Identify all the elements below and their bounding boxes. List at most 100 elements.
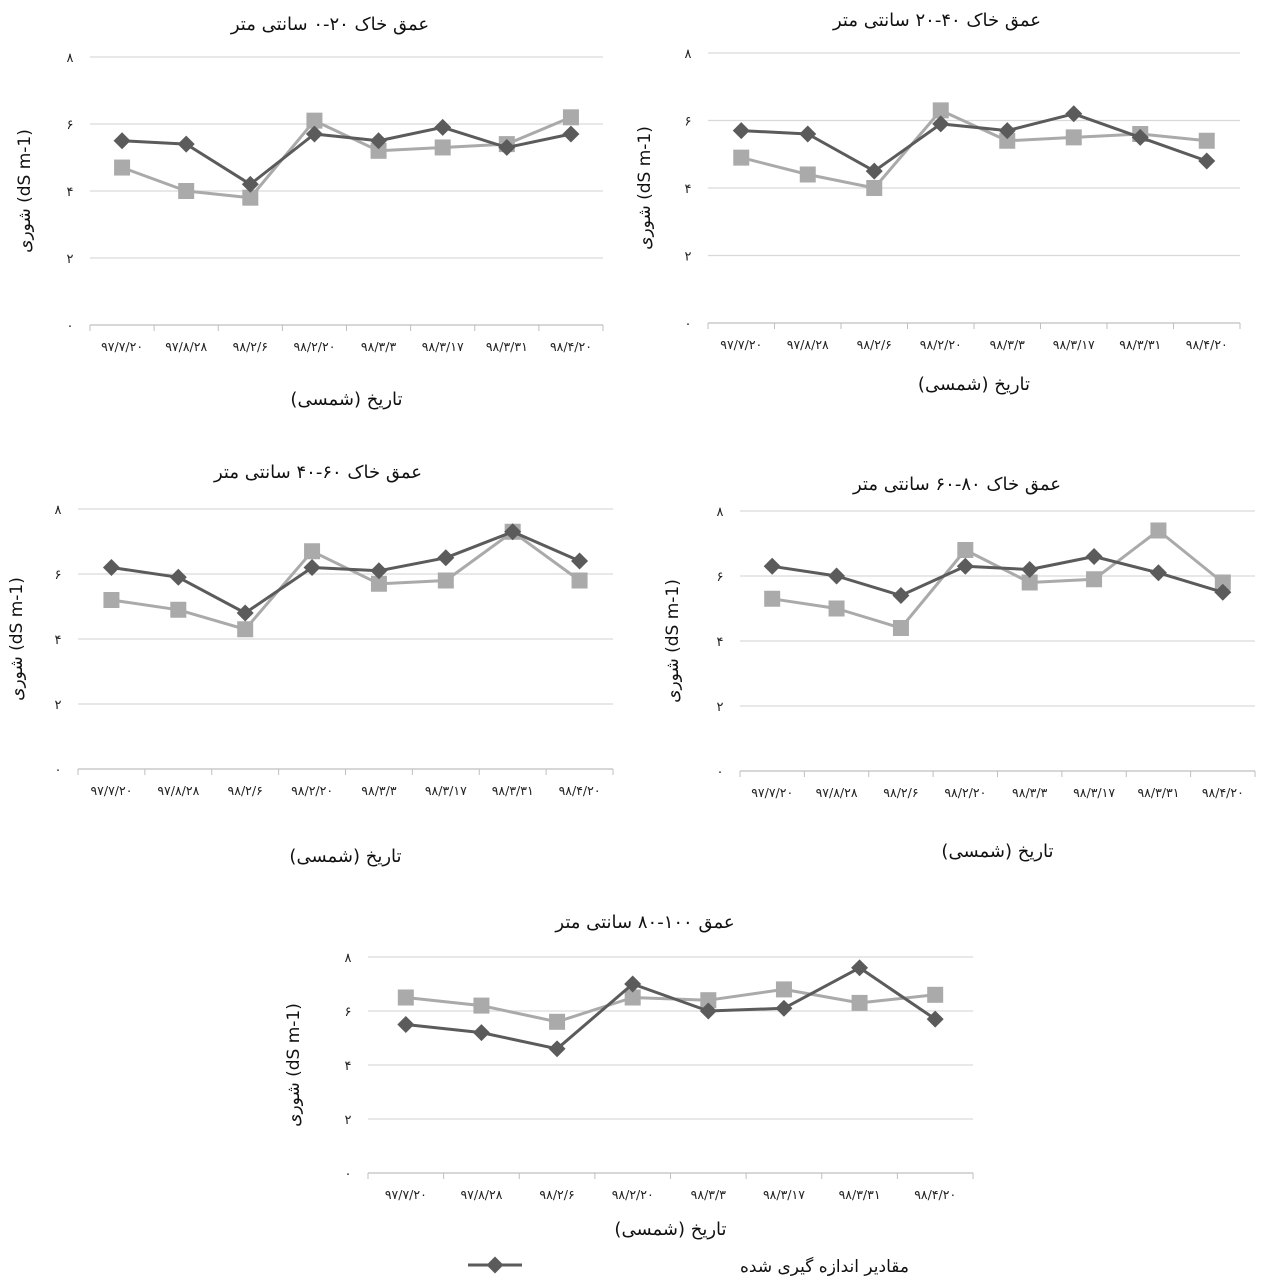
secondary-point <box>370 575 387 592</box>
chart-panel-2: ۰ ۲ ۴ ۶ ۸ ۹۷/۷/۲۰ ۹۷/۸/۲۸ ۹۸/۲/۶ ۹۸/۲/۲۰ ۹۸/۳/۳ ۹۸… <box>635 10 1241 395</box>
secondary-point <box>1214 574 1231 591</box>
secondary-point <box>927 986 944 1003</box>
measured-point <box>370 562 388 580</box>
x-tick-label: ۹۸/۲/۲۰ <box>291 783 333 798</box>
x-tick-label: ۹۸/۴/۲۰ <box>1186 337 1228 352</box>
chart-panel-4: ۰ ۲ ۴ ۶ ۸ ۹۷/۷/۲۰ ۹۷/۸/۲۸ ۹۸/۲/۶ ۹۸/۲/۲۰ ۹۸/۳/۳ ۹۸… <box>663 474 1256 862</box>
legend-measured-marker <box>486 1256 504 1274</box>
measured-point <box>504 523 522 541</box>
secondary-point <box>866 180 883 196</box>
x-tick-label: ۹۸/۴/۲۰ <box>550 339 592 354</box>
measured-point <box>699 1002 717 1020</box>
y-tick-label: ۴ <box>717 635 724 650</box>
x-tick-label: ۹۸/۳/۳ <box>361 783 397 798</box>
x-tick-label: ۹۸/۴/۲۰ <box>559 783 601 798</box>
y-tick-label: ۰ <box>345 1167 352 1182</box>
y-tick-label: ۰ <box>717 765 724 780</box>
measured-point <box>498 138 516 156</box>
x-tick-label: ۹۸/۳/۳۱ <box>839 1187 881 1202</box>
measured-point <box>775 999 793 1017</box>
chart-title: عمق ۱۰۰-۸۰ سانتی متر <box>554 912 734 933</box>
y-tick-label: ۶ <box>345 1005 352 1020</box>
secondary-point <box>562 109 579 126</box>
measured-point <box>851 959 869 977</box>
x-tick-label: ۹۸/۳/۳۱ <box>1119 337 1161 352</box>
y-tick-label: ۰ <box>67 319 74 334</box>
y-tick-label: ۶ <box>685 115 692 130</box>
x-tick-label: ۹۷/۷/۲۰ <box>751 785 793 800</box>
secondary-series-line <box>771 529 1224 630</box>
measured-point <box>370 132 388 150</box>
measured-point <box>732 122 750 140</box>
measured-point <box>1149 564 1167 582</box>
x-tick-label: ۹۸/۴/۲۰ <box>914 1187 956 1202</box>
secondary-point <box>549 1013 566 1030</box>
measured-point <box>102 559 120 576</box>
measured-point <box>624 975 642 993</box>
y-tick-label: ۸ <box>685 47 692 62</box>
chart-panel-3: ۰ ۲ ۴ ۶ ۸ ۹۷/۷/۲۰ ۹۷/۸/۲۸ ۹۸/۲/۶ ۹۸/۲/۲۰ ۹۸/۳/۳ ۹۸… <box>7 462 614 867</box>
y-tick-label: ۰ <box>55 763 62 778</box>
measured-point <box>1021 561 1039 578</box>
measured-point <box>437 549 455 567</box>
chart-panel-1: ۰ ۲ ۴ ۶ ۸ ۹۷/۷/۲۰ ۹۷/۸/۲۸ ۹۸/۲/۶ ۹۸/۲/۲۰ ۹۸/۳/۳ ۹۸… <box>15 14 604 410</box>
measured-point <box>241 175 259 193</box>
x-tick-label: ۹۸/۲/۲۰ <box>944 785 986 800</box>
measured-series-line <box>741 112 1208 173</box>
chart-title: عمق خاک ۲۰-۰ سانتی متر <box>230 14 429 35</box>
measured-point <box>1198 152 1216 170</box>
y-axis-label: شوری (dS m-1) <box>663 579 683 703</box>
measured-point <box>571 552 589 570</box>
secondary-point <box>775 981 792 998</box>
chart-title: عمق خاک ۴۰-۲۰ سانتی متر <box>832 10 1041 31</box>
secondary-point <box>624 989 641 1006</box>
secondary-series-line <box>111 530 581 631</box>
secondary-point <box>1021 574 1038 591</box>
secondary-point <box>306 112 323 129</box>
y-tick-label: ۶ <box>55 568 62 583</box>
measured-point <box>305 125 323 143</box>
measured-point <box>397 1016 415 1033</box>
secondary-point <box>828 600 845 617</box>
secondary-point <box>397 989 414 1006</box>
x-tick-label: ۹۷/۷/۲۰ <box>720 337 762 352</box>
x-tick-label: ۹۷/۸/۲۸ <box>165 339 207 354</box>
x-tick-label: ۹۸/۲/۶ <box>233 339 268 354</box>
x-axis-label: تاریخ (شمسی) <box>290 389 402 410</box>
x-tick-label: ۹۸/۳/۳۱ <box>486 339 528 354</box>
secondary-point <box>114 159 131 176</box>
measured-point <box>932 115 950 133</box>
secondary-point <box>999 132 1016 149</box>
secondary-point <box>103 592 120 608</box>
x-tick-label: ۹۸/۴/۲۰ <box>1202 785 1244 800</box>
x-tick-label: ۹۸/۳/۱۷ <box>763 1187 805 1202</box>
secondary-point <box>237 621 254 638</box>
y-tick-label: ۰ <box>685 317 692 332</box>
y-tick-label: ۲ <box>717 700 724 715</box>
x-tick-label: ۹۸/۳/۳ <box>990 337 1026 352</box>
legend: مقادیر اندازه گیری شده <box>468 1256 909 1277</box>
measured-point <box>998 122 1016 140</box>
x-tick-label: ۹۸/۳/۳۱ <box>492 783 534 798</box>
measured-point <box>472 1024 490 1042</box>
measured-point <box>562 125 580 143</box>
secondary-point <box>170 601 187 618</box>
y-axis-label: شوری (dS m-1) <box>15 129 35 253</box>
y-axis-label: شوری (dS m-1) <box>7 577 27 701</box>
y-tick-label: ۴ <box>67 185 74 200</box>
measured-point <box>828 567 846 585</box>
x-tick-label: ۹۷/۷/۲۰ <box>90 783 132 798</box>
secondary-point <box>932 102 949 119</box>
secondary-point <box>1198 132 1215 149</box>
x-tick-label: ۹۸/۲/۶ <box>857 337 892 352</box>
secondary-point <box>851 994 868 1011</box>
y-axis-label: شوری (dS m-1) <box>284 1003 304 1127</box>
x-tick-label: ۹۷/۷/۲۰ <box>385 1187 427 1202</box>
secondary-point <box>473 997 490 1014</box>
measured-point <box>303 559 321 576</box>
y-tick-label: ۴ <box>345 1059 352 1074</box>
x-tick-label: ۹۸/۳/۳۱ <box>1137 785 1179 800</box>
x-tick-label: ۹۸/۲/۶ <box>883 785 918 800</box>
x-axis-label: تاریخ (شمسی) <box>289 846 401 867</box>
measured-point <box>236 604 254 622</box>
